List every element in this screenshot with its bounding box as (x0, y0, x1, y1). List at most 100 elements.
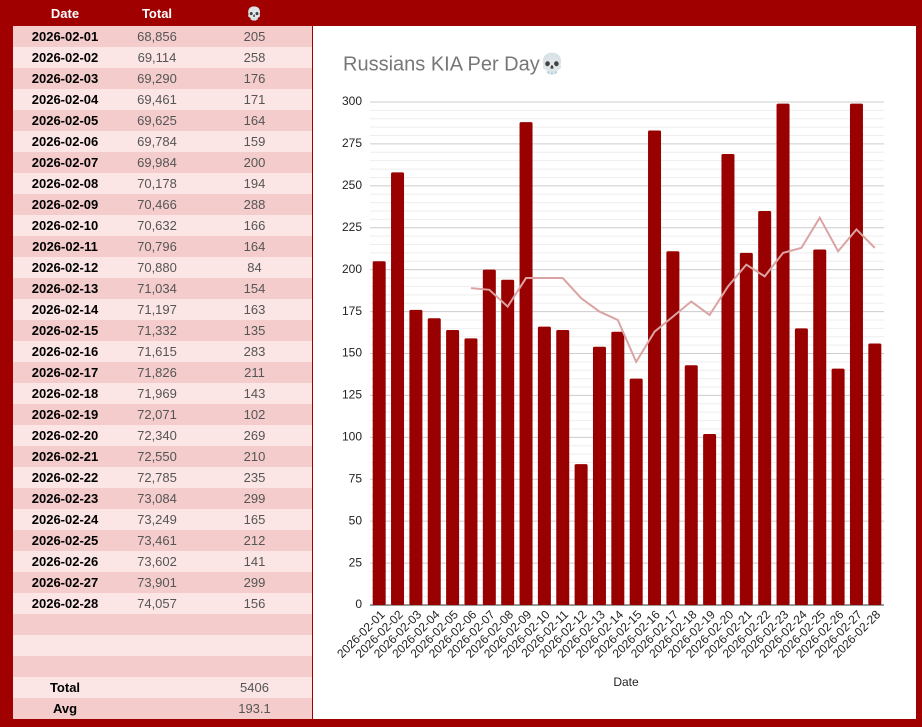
summary-row: Avg 193.1 (13, 698, 312, 719)
table-row: 2026-02-12 70,880 84 (13, 257, 312, 278)
cell: 154 (243, 281, 266, 296)
table-row: 2026-02-05 69,625 164 (13, 110, 312, 131)
cell: 70,178 (137, 176, 177, 191)
cell: 210 (243, 449, 266, 464)
cell: 70,796 (137, 239, 177, 254)
cell: 2026-02-07 (31, 155, 99, 170)
cell: 205 (243, 29, 266, 44)
bar (574, 464, 588, 605)
cell: 69,984 (137, 155, 177, 170)
table-row: 2026-02-15 71,332 135 (13, 320, 312, 341)
cell: 171 (243, 92, 266, 107)
cell: 74,057 (137, 596, 177, 611)
bar (592, 346, 606, 605)
bar (794, 328, 808, 605)
cell: 72,550 (137, 449, 177, 464)
header-cell: 💀 (246, 6, 263, 21)
bar (776, 103, 790, 605)
y-tick-label: 300 (342, 94, 362, 108)
table-row: 2026-02-14 71,197 163 (13, 299, 312, 320)
cell: 2026-02-12 (31, 260, 99, 275)
cell: 69,625 (137, 113, 177, 128)
cell: 2026-02-16 (31, 344, 99, 359)
cell: 2026-02-22 (31, 470, 99, 485)
cell: 2026-02-01 (31, 29, 99, 44)
empty-row (13, 614, 312, 635)
cell: 2026-02-19 (31, 407, 99, 422)
cell: 73,602 (137, 554, 177, 569)
table-row: 2026-02-08 70,178 194 (13, 173, 312, 194)
cell: 71,197 (137, 302, 177, 317)
cell: 73,461 (137, 533, 177, 548)
table-row: 2026-02-23 73,084 299 (13, 488, 312, 509)
table-row: 2026-02-07 69,984 200 (13, 152, 312, 173)
cell: 135 (243, 323, 266, 338)
y-tick-label: 200 (342, 262, 362, 276)
cell: 73,901 (137, 575, 177, 590)
cell: 72,071 (137, 407, 177, 422)
table-row: 2026-02-17 71,826 211 (13, 362, 312, 383)
cell: 194 (243, 176, 266, 191)
bar (849, 103, 863, 605)
y-tick-label: 0 (355, 597, 362, 611)
cell: 2026-02-13 (31, 281, 99, 296)
header-cell: Total (141, 6, 173, 21)
table-row: 2026-02-21 72,550 210 (13, 446, 312, 467)
cell: 176 (243, 71, 266, 86)
bar (629, 378, 643, 605)
bar (684, 365, 698, 605)
table-row: 2026-02-20 72,340 269 (13, 425, 312, 446)
summary-label: Avg (52, 701, 78, 716)
y-tick-label: 150 (342, 346, 362, 360)
cell: 2026-02-28 (31, 596, 99, 611)
table-row: 2026-02-22 72,785 235 (13, 467, 312, 488)
cell: 70,632 (137, 218, 177, 233)
cell: 2026-02-06 (31, 134, 99, 149)
cell: 71,034 (137, 281, 177, 296)
cell: 283 (243, 344, 266, 359)
table-row: 2026-02-24 73,249 165 (13, 509, 312, 530)
table-row: 2026-02-18 71,969 143 (13, 383, 312, 404)
summary-value: 193.1 (238, 701, 271, 716)
bar (868, 343, 882, 605)
cell: 235 (243, 470, 266, 485)
table-row: 2026-02-28 74,057 156 (13, 593, 312, 614)
empty-row (13, 635, 312, 656)
cell: 156 (243, 596, 266, 611)
y-tick-label: 250 (342, 178, 362, 192)
bar (409, 309, 423, 605)
cell: 299 (243, 575, 266, 590)
cell: 69,784 (137, 134, 177, 149)
bar (464, 338, 478, 605)
cell: 69,114 (137, 50, 177, 65)
cell: 70,466 (137, 197, 177, 212)
cell: 72,785 (137, 470, 177, 485)
table-row: 2026-02-01 68,856 205 (13, 26, 312, 47)
bar (739, 252, 753, 605)
table-row: 2026-02-27 73,901 299 (13, 572, 312, 593)
bar (501, 279, 515, 605)
cell: 2026-02-24 (31, 512, 99, 527)
x-axis-title: Date (613, 675, 639, 689)
cell: 2026-02-10 (31, 218, 99, 233)
table-row: 2026-02-10 70,632 166 (13, 215, 312, 236)
table-row: 2026-02-09 70,466 288 (13, 194, 312, 215)
header-cell: Date (50, 6, 80, 21)
cell: 258 (243, 50, 266, 65)
cell: 2026-02-02 (31, 50, 99, 65)
cell: 143 (243, 386, 266, 401)
cell: 102 (243, 407, 266, 422)
cell: 164 (243, 113, 266, 128)
cell: 141 (243, 554, 266, 569)
cell: 72,340 (137, 428, 177, 443)
cell: 2026-02-17 (31, 365, 99, 380)
cell: 69,461 (137, 92, 177, 107)
cell: 2026-02-20 (31, 428, 99, 443)
cell: 71,969 (137, 386, 177, 401)
cell: 2026-02-21 (31, 449, 99, 464)
summary-label: Total (49, 680, 81, 695)
table-row: 2026-02-02 69,114 258 (13, 47, 312, 68)
bar (482, 269, 496, 605)
bar (537, 326, 551, 605)
